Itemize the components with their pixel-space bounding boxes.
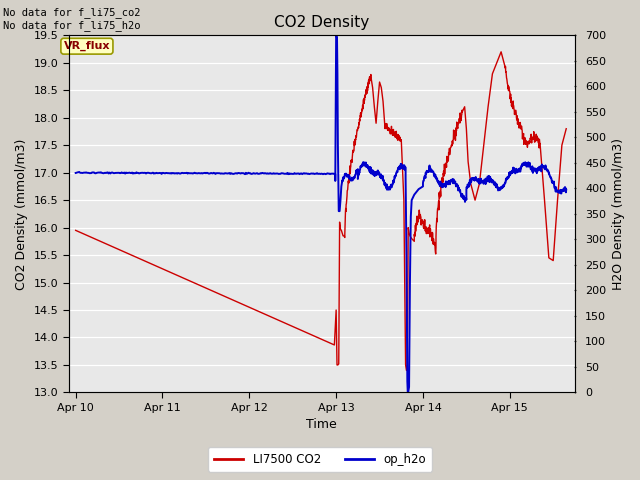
Text: No data for f_li75_co2
No data for f_li75_h2o: No data for f_li75_co2 No data for f_li7…	[3, 7, 141, 31]
Legend: LI7500 CO2, op_h2o: LI7500 CO2, op_h2o	[208, 447, 432, 472]
Y-axis label: H2O Density (mmol/m3): H2O Density (mmol/m3)	[612, 138, 625, 290]
Text: VR_flux: VR_flux	[63, 41, 110, 51]
Title: CO2 Density: CO2 Density	[274, 15, 369, 30]
Y-axis label: CO2 Density (mmol/m3): CO2 Density (mmol/m3)	[15, 138, 28, 289]
X-axis label: Time: Time	[307, 419, 337, 432]
